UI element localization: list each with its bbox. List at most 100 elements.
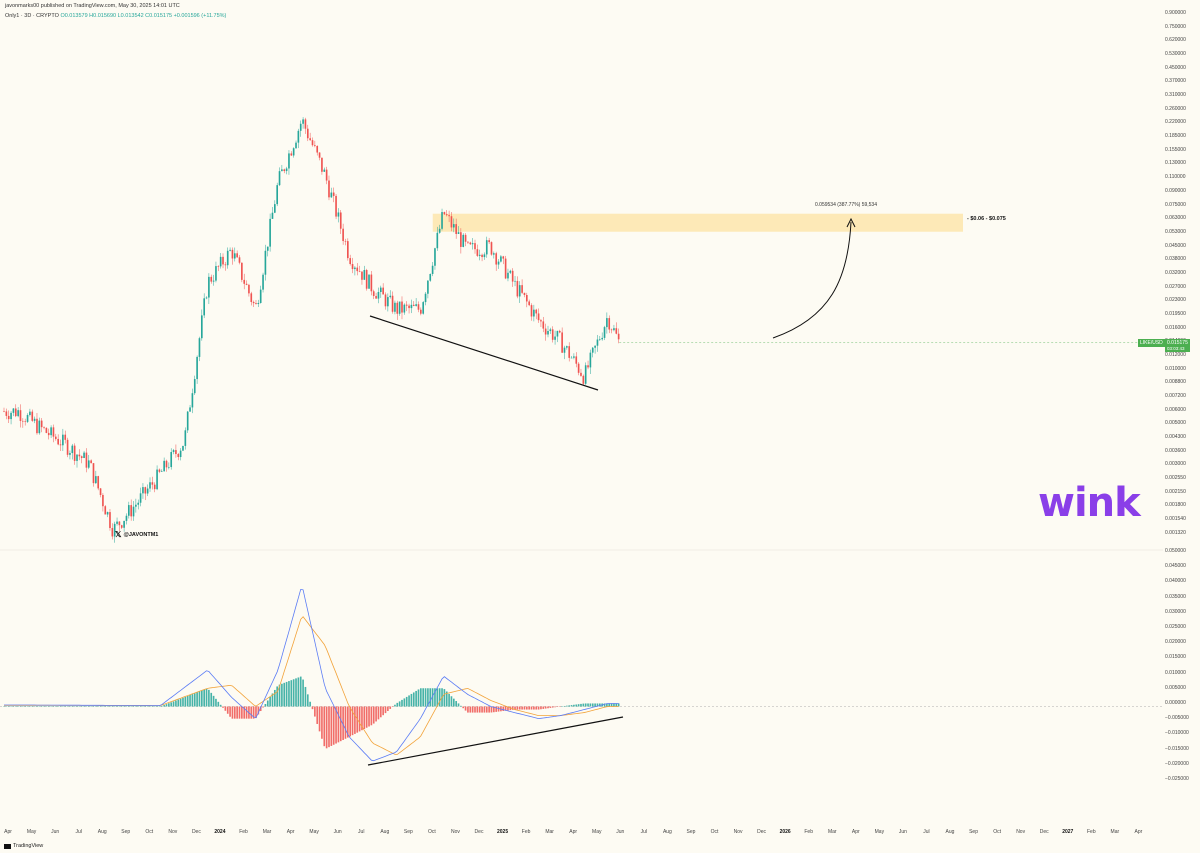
candle-body <box>62 434 64 446</box>
macd-histogram-bar <box>450 696 453 707</box>
candle-body <box>57 438 59 445</box>
macd-histogram-bar <box>321 706 323 739</box>
macd-axis-label: 0.005000 <box>1165 684 1186 691</box>
price-trendline <box>369 315 599 391</box>
macd-histogram-bar <box>606 703 608 707</box>
candle-body <box>379 287 382 293</box>
candle-body <box>137 502 140 505</box>
macd-axis-label: −0.015000 <box>1165 745 1189 752</box>
price-axis-label: 0.450000 <box>1165 64 1186 71</box>
time-axis[interactable]: Apr May Jun Jul Aug Sep Oct Nov Dec 2024 Feb Mar Apr… <box>0 829 1163 841</box>
macd-histogram-bar <box>490 706 493 713</box>
candle-body <box>558 330 561 333</box>
candle-body <box>514 280 516 282</box>
macd-histogram-bar <box>233 706 236 719</box>
macd-histogram-bar <box>615 703 618 707</box>
macd-histogram-bar <box>276 686 279 707</box>
macd-histogram-bar <box>485 706 488 713</box>
candle-body <box>580 372 582 376</box>
price-axis-label: 0.001540 <box>1165 516 1186 523</box>
candle-body <box>441 212 443 229</box>
time-axis-label: Oct <box>710 829 719 835</box>
macd-histogram-bar <box>533 706 535 710</box>
macd-histogram-bar <box>587 703 589 707</box>
macd-histogram-bar <box>551 706 554 708</box>
price-axis-label: 0.003000 <box>1165 461 1186 468</box>
candle-body <box>146 488 149 494</box>
candle-body <box>64 434 67 440</box>
time-axis-label: Apr <box>1134 829 1143 835</box>
candle-body <box>424 293 427 303</box>
candle-body <box>358 271 361 272</box>
macd-histogram-bar <box>427 688 429 707</box>
macd-histogram-bar <box>271 693 274 707</box>
time-axis-label: Jul <box>75 829 82 835</box>
candle-body <box>551 329 554 340</box>
price-axis-label: 0.530000 <box>1165 51 1186 58</box>
time-axis-label: Apr <box>851 829 860 835</box>
macd-histogram-bar <box>281 683 283 707</box>
candle-body <box>205 297 208 299</box>
macd-histogram-bar <box>328 706 330 748</box>
candle-body <box>304 119 307 129</box>
candle-body <box>525 294 528 302</box>
macd-histogram-bar <box>311 706 314 710</box>
candle-body <box>245 283 248 285</box>
tradingview-footer[interactable]: TradingView <box>4 843 43 849</box>
macd-histogram-bar <box>521 706 523 710</box>
candle-body <box>139 493 142 503</box>
candle-body <box>617 333 620 340</box>
candle-body <box>339 212 342 229</box>
candle-body <box>384 294 387 307</box>
candle-body <box>302 119 304 124</box>
price-axis-label: 0.900000 <box>1165 10 1186 16</box>
candle-body <box>80 456 83 458</box>
macd-histogram-bar <box>457 703 460 707</box>
macd-histogram-bar <box>191 694 194 707</box>
candle-body <box>316 145 319 153</box>
candle-body <box>325 169 328 181</box>
candle-body <box>40 420 43 428</box>
candle-body <box>278 171 281 186</box>
candle-body <box>255 303 257 305</box>
price-axis-label: 0.003600 <box>1165 447 1186 454</box>
candle-body <box>109 512 111 529</box>
macd-histogram-bar <box>229 706 231 717</box>
price-chart[interactable] <box>0 0 1163 829</box>
candle-body <box>38 420 41 434</box>
candle-body <box>285 168 288 172</box>
macd-axis-label: −0.020000 <box>1165 760 1189 767</box>
price-axis-label: 0.005000 <box>1165 420 1186 427</box>
price-axis[interactable]: 0.900000 0.750000 0.620000 0.530000 0.450000… <box>1163 0 1200 846</box>
macd-histogram-bar <box>542 706 545 709</box>
x-logo-icon: 𝕏 <box>115 530 122 539</box>
macd-histogram-bar <box>238 706 241 719</box>
time-axis-label: Aug <box>945 829 955 835</box>
macd-histogram-bar <box>186 695 189 707</box>
candle-body <box>7 415 10 420</box>
candle-body <box>196 356 198 380</box>
macd-histogram-bar <box>182 697 184 707</box>
candle-body <box>431 265 434 274</box>
macd-histogram-bar <box>365 706 368 728</box>
candle-body <box>151 482 154 485</box>
time-axis-label: Dec <box>1039 829 1049 835</box>
candle-body <box>102 494 104 507</box>
time-axis-label: Nov <box>1016 829 1026 835</box>
macd-histogram-bar <box>262 706 264 708</box>
candle-body <box>589 352 592 368</box>
candle-body <box>613 328 615 331</box>
candle-body <box>603 327 606 338</box>
candle-body <box>224 264 227 266</box>
ohlc-values: O0.013579 H0.015690 L0.013542 C0.015175 … <box>60 13 227 19</box>
macd-histogram-bar <box>575 704 578 707</box>
candle-body <box>321 157 323 172</box>
candle-body <box>401 301 403 313</box>
candle-body <box>283 169 286 172</box>
macd-histogram-bar <box>608 703 611 707</box>
candle-body <box>535 309 538 314</box>
macd-histogram-bar <box>384 706 387 714</box>
candle-body <box>262 274 264 290</box>
price-axis-label: 0.001320 <box>1165 529 1186 536</box>
macd-histogram-bar <box>445 691 448 707</box>
